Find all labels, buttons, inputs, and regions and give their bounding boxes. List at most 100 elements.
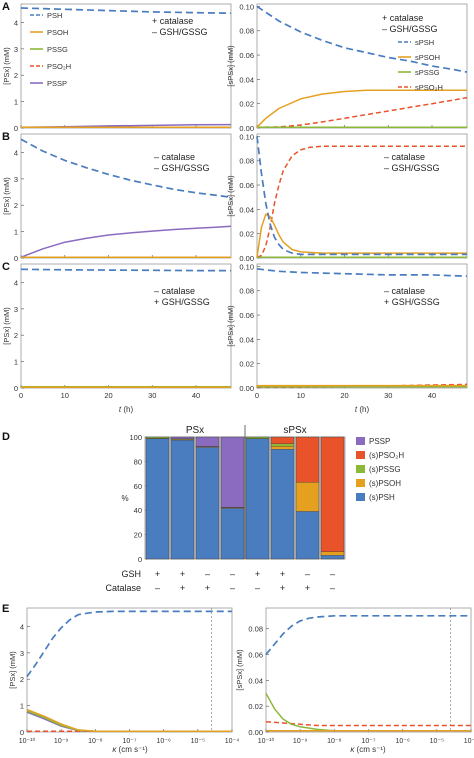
chart-B-right: 0.00 0.02 0.04 0.06 0.08 0.10 [sPSx] (mM) – cat… bbox=[226, 132, 468, 263]
x-axis-symbol: t bbox=[355, 405, 358, 414]
x-axis-symbol: κ bbox=[350, 745, 355, 754]
bar-outline bbox=[170, 436, 195, 560]
y-tick-label: 1 bbox=[14, 228, 18, 237]
legend-label: PSOH bbox=[47, 28, 68, 37]
legend-label: sPSOH bbox=[415, 53, 440, 62]
y-tick-label: 2 bbox=[14, 71, 18, 80]
legend-swatch bbox=[356, 479, 365, 487]
y-tick-label: 0.04 bbox=[239, 75, 254, 84]
y-tick-label: 0.06 bbox=[248, 651, 263, 660]
chart-B-left: 0 1 2 3 4 [PSx] (mM) – catalase– GSH/GSSG bbox=[2, 133, 232, 263]
y-tick-label: 0.08 bbox=[239, 27, 254, 36]
y-tick-label: 4 bbox=[14, 278, 18, 287]
series-line bbox=[20, 225, 232, 258]
gsh-sign: – bbox=[205, 569, 210, 579]
group-label-spsx: sPSx bbox=[283, 425, 306, 436]
y-tick-label: 0.06 bbox=[239, 51, 254, 60]
catalase-sign: – bbox=[330, 583, 335, 593]
x-axis-label: κ (cm s⁻¹) bbox=[350, 745, 386, 754]
legend-label: PSO₂H bbox=[47, 62, 71, 71]
bar-segment bbox=[320, 436, 345, 552]
bar-segment bbox=[170, 436, 195, 439]
legend-label: (s)PSO₂H bbox=[369, 451, 404, 460]
legend-label: PSH bbox=[47, 11, 62, 20]
legend-swatch bbox=[356, 437, 365, 445]
y-tick-label: 0.02 bbox=[239, 100, 254, 109]
condition-gsh: + GSH/GSSG bbox=[154, 297, 210, 307]
bar-segment bbox=[270, 436, 295, 444]
panel-letter-E: E bbox=[2, 603, 9, 615]
condition-gsh: + GSH/GSSG bbox=[384, 297, 440, 307]
bar-outline bbox=[195, 436, 220, 560]
y-tick-label: 100 bbox=[129, 433, 142, 442]
y-tick-label: 0.10 bbox=[239, 2, 254, 11]
x-axis-label: t (h) bbox=[119, 405, 134, 414]
y-tick-label: 40 bbox=[134, 506, 142, 515]
series-line bbox=[256, 268, 468, 278]
catalase-sign: + bbox=[205, 583, 210, 593]
bar-segment bbox=[270, 445, 295, 450]
legend-label: (s)PSSG bbox=[369, 465, 401, 474]
x-tick-label: 0 bbox=[255, 391, 259, 400]
x-tick-label: 30 bbox=[384, 391, 392, 400]
y-tick-label: 0.10 bbox=[239, 132, 254, 141]
bar-outline bbox=[145, 436, 170, 560]
chart-D: 0 20 40 60 80 100% PSx sPSx GSH Catalase + – + + – + – – +… bbox=[105, 425, 404, 593]
y-tick-label: 80 bbox=[134, 457, 142, 466]
y-tick-label: 0.08 bbox=[248, 625, 263, 634]
x-axis-label: κ (cm s⁻¹) bbox=[112, 745, 148, 754]
y-tick-label: 0.06 bbox=[239, 181, 254, 190]
y-axis-label: [sPSx] (mM) bbox=[226, 175, 235, 217]
legend-swatch bbox=[356, 493, 365, 501]
y-axis-label: % bbox=[121, 494, 128, 503]
gsh-sign: + bbox=[255, 569, 260, 579]
condition-catalase: – catalase bbox=[154, 286, 195, 296]
y-tick-label: 0 bbox=[14, 384, 18, 393]
condition-catalase: + catalase bbox=[382, 13, 423, 23]
catalase-sign: + bbox=[280, 583, 285, 593]
x-tick-label: 10⁻⁶ bbox=[395, 738, 409, 745]
y-tick-label: 0.00 bbox=[239, 384, 254, 393]
series-line bbox=[256, 5, 468, 73]
chart-E-right: 0.00 0.02 0.04 0.06 0.08 10⁻¹⁰ 10⁻⁹ 10⁻⁸ 10⁻⁷ 10⁻… bbox=[235, 607, 474, 745]
condition-catalase: – catalase bbox=[154, 152, 195, 162]
legend-label: sPSO₂H bbox=[415, 83, 443, 92]
catalase-sign: – bbox=[230, 583, 235, 593]
y-tick-label: 2 bbox=[14, 201, 18, 210]
series-line bbox=[26, 610, 232, 678]
catalase-sign: – bbox=[255, 583, 260, 593]
series-line bbox=[256, 89, 467, 128]
bar-outline bbox=[270, 436, 295, 560]
y-tick-label: 3 bbox=[14, 305, 18, 314]
x-tick-label: 40 bbox=[428, 391, 436, 400]
plot-frame bbox=[256, 133, 468, 259]
x-tick-label: 10⁻⁴ bbox=[464, 738, 474, 745]
bar-segment bbox=[245, 436, 270, 439]
condition-gsh: – GSH/GSSG bbox=[152, 27, 208, 37]
y-tick-label: 60 bbox=[134, 482, 142, 491]
series-line bbox=[20, 7, 232, 15]
legend-label: PSSP bbox=[369, 437, 390, 446]
gsh-sign: – bbox=[305, 569, 310, 579]
chart-E-left: 0 1 2 3 4 10⁻¹⁰ 10⁻⁹ 10⁻⁸ 10⁻⁷ 10⁻⁶ 10⁻⁵ 10⁻⁴ [PSx] … bbox=[8, 607, 239, 745]
series-line bbox=[256, 96, 468, 128]
bar-outline bbox=[295, 436, 320, 560]
y-tick-label: 0 bbox=[20, 728, 24, 737]
x-tick-label: 20 bbox=[104, 391, 112, 400]
x-axis-unit: (h) bbox=[121, 405, 133, 414]
x-tick-label: 20 bbox=[340, 391, 348, 400]
group-label-psx: PSx bbox=[186, 425, 204, 436]
x-tick-label: 10⁻⁵ bbox=[430, 738, 444, 745]
x-tick-label: 10 bbox=[297, 391, 305, 400]
y-tick-label: 0.02 bbox=[248, 702, 263, 711]
x-axis-symbol: t bbox=[119, 405, 122, 414]
series-line bbox=[265, 614, 471, 656]
gsh-sign: + bbox=[155, 569, 160, 579]
legend-swatch bbox=[356, 465, 365, 473]
series-line bbox=[256, 136, 467, 256]
x-tick-label: 10⁻⁸ bbox=[88, 738, 102, 745]
plot-frame bbox=[20, 3, 232, 129]
legend-label: sPSSG bbox=[415, 68, 440, 77]
